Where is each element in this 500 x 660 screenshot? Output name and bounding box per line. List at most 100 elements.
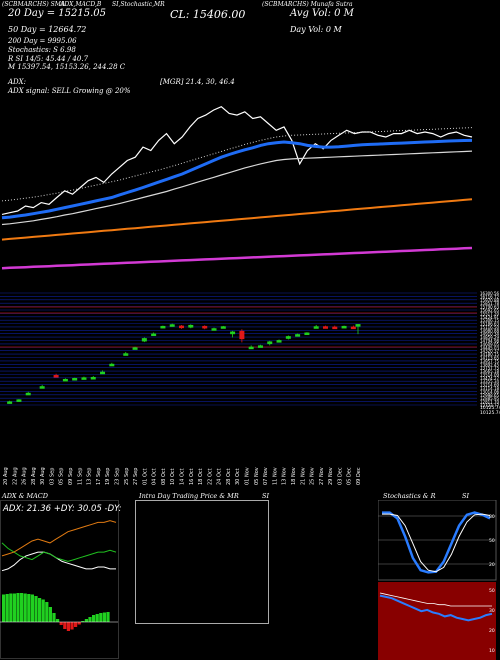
rsi-series-rsi <box>379 594 493 622</box>
macd-histogram-bar <box>16 593 20 622</box>
candle-body <box>141 338 147 342</box>
candle-body <box>257 345 263 348</box>
candle-body <box>39 386 45 389</box>
candle-body <box>160 325 166 329</box>
stoch-panel-title: Stochastics & R <box>383 492 436 500</box>
date-label: 17 Sep <box>96 468 102 485</box>
stoch-rsi-panel: 80 50 20 50 30 20 10 <box>378 500 497 660</box>
macd-histogram-bar <box>9 593 13 622</box>
date-label: 27 Nov <box>319 467 325 485</box>
date-label: 01 Nov <box>245 467 251 485</box>
date-label: 01 Oct <box>142 468 148 485</box>
candle-body <box>322 326 328 329</box>
price-scale-label: 16300.56 <box>480 291 500 296</box>
candlestick-chart: 16300.5616116.7215970.8815851.7815790.63… <box>0 291 500 485</box>
candle-body <box>179 325 184 329</box>
date-label: 28 Aug <box>31 467 37 485</box>
rsi-readout: R SI 14/5: 45.44 / 40.7 <box>8 55 89 63</box>
date-label: 29 Nov <box>328 467 334 485</box>
price-scale-label: 13214.69 <box>480 383 500 388</box>
date-label: 30 Oct <box>235 468 241 485</box>
candle-body <box>109 363 115 367</box>
candle-body <box>25 392 31 396</box>
date-label: 05 Dec <box>347 467 353 485</box>
rsi-axis-label: 20 <box>489 628 495 634</box>
date-label: 18 Nov <box>291 467 297 485</box>
price-scale-label: 13114.18 <box>480 386 500 391</box>
date-label: 09 Sep <box>68 468 74 485</box>
stoch-axis-label: 80 <box>489 514 495 520</box>
adx-signal-readout: ADX signal: SELL Growing @ 20% <box>8 87 131 95</box>
date-label: 07 Nov <box>263 467 269 485</box>
candle-body <box>304 332 310 336</box>
candle-body <box>151 333 157 337</box>
price-scale-label: 14859.29 <box>480 335 500 340</box>
candle-body <box>62 378 68 382</box>
date-label: 26 Aug <box>22 467 28 485</box>
price-scale-label: 13892.45 <box>480 362 500 367</box>
price-scale-label: 13355.34 <box>480 379 500 384</box>
macd-histogram-bar <box>52 613 56 622</box>
sma50-readout: 50 Day = 12664.72 <box>8 25 87 34</box>
price-scale-label: 15790.63 <box>480 305 500 310</box>
macd-histogram-bar <box>48 607 52 622</box>
price-scale-label: 15116.50 <box>480 325 500 330</box>
adx-panel-subtitle: ADX: 21.36 +DY: 30.05 -DY: 46.37 <box>2 504 122 514</box>
candle-body <box>313 326 319 329</box>
sma20-readout: 20 Day = 15215.05 <box>8 8 106 19</box>
date-label: 28 Oct <box>226 468 232 485</box>
price-scale-label: 14320.37 <box>480 349 500 354</box>
price-scale-label: 14113.65 <box>480 356 500 361</box>
price-scale-label: 14609.05 <box>480 342 500 347</box>
macd-histogram-bar <box>41 599 45 622</box>
price-scale-label: 15517.20 <box>480 311 500 316</box>
date-label: 05 Sep <box>59 468 65 485</box>
macd-histogram-bar <box>99 613 103 622</box>
price-scale-bottom-label: 10125.74 <box>480 410 500 416</box>
macd-histogram-bar <box>95 614 99 622</box>
macd-histogram-bar <box>88 617 92 622</box>
price-scale-bottom-label: 10125.74 <box>480 405 500 411</box>
intraday-panel-title: Intra Day Trading Price & MR <box>139 492 239 500</box>
header-title-2: ADX,MACD,B <box>60 1 102 8</box>
candle-body <box>132 347 138 350</box>
price-scale-label: 14980.88 <box>480 328 500 333</box>
price-scale-label: 13514.09 <box>480 373 500 378</box>
candle-body <box>220 326 226 329</box>
price-scale-label: 15424.91 <box>480 315 500 320</box>
date-label: 05 Nov <box>254 467 260 485</box>
macd-histogram-bar <box>30 594 34 622</box>
price-scale-label: 15851.78 <box>480 301 500 306</box>
price-scale-label: 14910.34 <box>480 332 500 337</box>
price-scale-label: 15692.65 <box>480 308 500 313</box>
adx-series-dy <box>1 542 117 562</box>
date-label: 14 Oct <box>180 468 186 485</box>
date-label: 23 Sep <box>115 468 121 485</box>
header-title-3: SI,Stochastic,MR <box>112 1 165 8</box>
candle-body <box>72 377 78 381</box>
price-scale-label: 13474.27 <box>480 376 500 381</box>
price-ma-chart <box>1 105 473 270</box>
date-label: 03 Sep <box>49 468 55 485</box>
candle-body <box>276 340 282 343</box>
macd-histogram-bar <box>81 621 85 622</box>
price-scale-label: 14794.98 <box>480 339 500 344</box>
candle-body <box>90 377 96 380</box>
stochastics-readout: Stochastics: S 6.98 <box>8 46 76 54</box>
candle-body <box>211 328 217 331</box>
macd-histogram-bar <box>23 593 27 622</box>
rsi-axis-label: 30 <box>489 608 495 614</box>
candle-body <box>123 353 129 356</box>
rsi-axis-label: 10 <box>489 648 495 654</box>
close-readout: CL: 15406.00 <box>170 8 246 21</box>
candle-body <box>188 324 194 328</box>
date-label: 24 Oct <box>217 468 223 485</box>
date-label: 21 Nov <box>300 467 306 485</box>
macd-histogram-bar <box>34 596 38 622</box>
price-scale-label: 13757.75 <box>480 366 500 371</box>
date-label: 13 Nov <box>282 467 288 485</box>
price-scale-label: 15186.63 <box>480 322 500 327</box>
intraday-panel <box>135 500 269 624</box>
price-scale-label: 16116.72 <box>480 294 500 299</box>
price-scale-label: 15970.88 <box>480 298 500 303</box>
